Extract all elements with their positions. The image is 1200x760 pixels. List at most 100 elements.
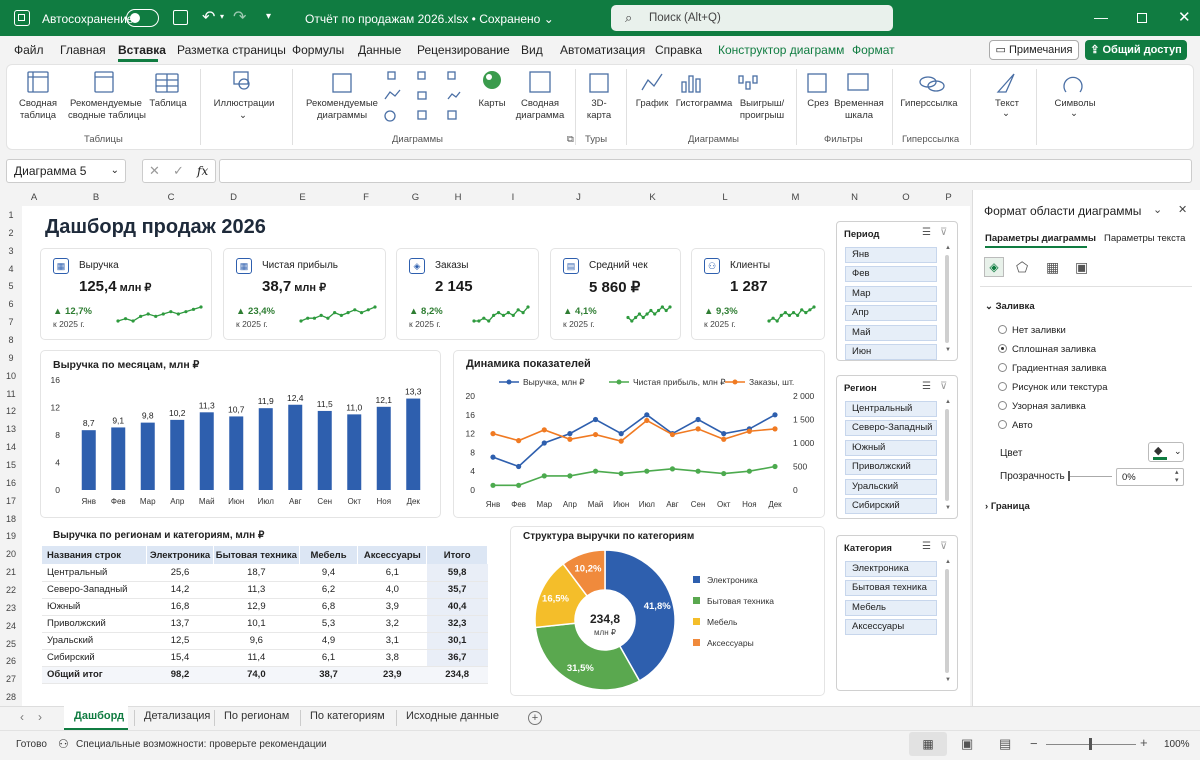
kpi-card[interactable]: [550, 248, 681, 340]
multi-select-icon[interactable]: ☰: [922, 541, 931, 552]
insert-function-icon[interactable]: fx: [197, 164, 209, 178]
row-header[interactable]: 19: [5, 531, 16, 542]
menu-insert[interactable]: Вставка: [118, 43, 166, 57]
dynamics-chart[interactable]: [453, 350, 825, 518]
scroll-up-icon[interactable]: ▲: [945, 399, 951, 405]
table-cell[interactable]: Приволжский: [42, 615, 147, 633]
column-header[interactable]: C: [167, 192, 175, 203]
table-cell[interactable]: Северо-Западный: [42, 581, 147, 599]
table-cell[interactable]: Сибирский: [42, 649, 147, 667]
menu-page-layout[interactable]: Разметка страницы: [177, 43, 286, 57]
zoom-thumb[interactable]: [1089, 738, 1092, 750]
fill-option-radio[interactable]: [998, 344, 1007, 353]
row-header[interactable]: 14: [5, 442, 16, 453]
table-cell[interactable]: 3,8: [357, 649, 427, 667]
file-title[interactable]: Отчёт по продажам 2026.xlsx • Сохранено …: [305, 12, 554, 26]
undo-dropdown-icon[interactable]: ▾: [220, 12, 225, 21]
column-header[interactable]: I: [511, 192, 515, 203]
illustrations-dropdown-icon[interactable]: ⌄: [239, 110, 247, 121]
scroll-down-icon[interactable]: ▼: [945, 505, 951, 511]
table-cell[interactable]: 9,6: [213, 632, 300, 650]
3d-map-button[interactable]: 3D- карта: [586, 98, 612, 121]
formula-input[interactable]: [219, 159, 1192, 183]
table-cell[interactable]: 234,8: [426, 665, 488, 684]
slicer-item[interactable]: Южный: [845, 439, 937, 456]
column-header[interactable]: E: [299, 192, 306, 203]
table-cell[interactable]: Общий итог: [42, 665, 147, 684]
row-header[interactable]: 21: [5, 567, 16, 578]
scroll-tabs-left-icon[interactable]: ‹: [20, 710, 24, 724]
row-header[interactable]: 4: [8, 263, 14, 274]
table-cell[interactable]: 14,2: [146, 581, 214, 599]
enter-icon[interactable]: ✓: [173, 163, 184, 178]
row-header[interactable]: 25: [5, 638, 16, 649]
illustrations-button[interactable]: Иллюстрации: [213, 98, 275, 109]
multi-select-icon[interactable]: ☰: [922, 381, 931, 392]
slicer-item[interactable]: Фев: [845, 266, 937, 283]
row-header[interactable]: 7: [8, 317, 14, 328]
column-header[interactable]: A: [30, 192, 38, 203]
sheet-tab[interactable]: Детализация: [144, 710, 211, 722]
pivot-chart-button[interactable]: Сводная диаграмма: [515, 98, 565, 121]
fill-option-radio[interactable]: [998, 401, 1007, 410]
page-layout-view-icon[interactable]: ▣: [961, 736, 974, 751]
accessibility-status[interactable]: Специальные возможности: проверьте реком…: [76, 739, 327, 750]
column-header[interactable]: F: [363, 192, 369, 203]
transparency-input[interactable]: 0% ▴ ▾: [1116, 468, 1184, 486]
fill-option-radio[interactable]: [998, 420, 1007, 429]
table-row[interactable]: Приволжский 13,7 10,1 5,3 3,2 32,3: [42, 615, 488, 633]
row-header[interactable]: 5: [8, 281, 14, 292]
table-cell[interactable]: 9,4: [299, 564, 358, 582]
slicer-item[interactable]: Северо-Западный: [845, 420, 937, 437]
slicer-item[interactable]: Сибирский: [845, 498, 937, 514]
column-header-cell[interactable]: Электроника: [146, 546, 214, 564]
table-cell[interactable]: 23,9: [357, 665, 427, 684]
table-cell[interactable]: 59,8: [426, 564, 488, 582]
search-box[interactable]: ⌕ Поиск (Alt+Q): [611, 5, 893, 31]
table-cell[interactable]: 36,7: [426, 649, 488, 667]
row-header[interactable]: 18: [5, 513, 16, 524]
symbols-button[interactable]: Символы: [1054, 98, 1096, 109]
slicer-scrollbar[interactable]: [945, 569, 949, 673]
effects-icon[interactable]: ⬠: [1016, 259, 1029, 275]
table-cell[interactable]: 6,2: [299, 581, 358, 599]
zoom-level[interactable]: 100%: [1164, 739, 1190, 750]
row-header[interactable]: 6: [8, 299, 14, 310]
row-header[interactable]: 23: [5, 602, 16, 613]
redo-icon[interactable]: ↷: [233, 9, 247, 26]
size-properties-icon[interactable]: ▦: [1046, 259, 1060, 275]
fill-line-icon[interactable]: ◈: [984, 257, 1004, 277]
restore-icon[interactable]: [1137, 13, 1147, 23]
column-header-cell[interactable]: Аксессуары: [357, 546, 428, 564]
pane-close-icon[interactable]: ✕: [1178, 204, 1188, 216]
table-cell[interactable]: Уральский: [42, 632, 147, 650]
menu-automate[interactable]: Автоматизация: [560, 43, 646, 57]
menu-view[interactable]: Вид: [521, 43, 543, 57]
slicer-item[interactable]: Янв: [845, 247, 937, 263]
table-button[interactable]: Таблица: [149, 98, 187, 109]
slider-thumb[interactable]: [1068, 471, 1070, 481]
text-dropdown-icon[interactable]: ⌄: [1002, 108, 1010, 119]
winloss-sparkline-button[interactable]: Выигрыш/ проигрыш: [739, 98, 785, 121]
share-button[interactable]: ⇪ Общий доступ: [1085, 40, 1187, 60]
name-box[interactable]: Диаграмма 5 ⌄: [6, 159, 126, 183]
column-header-cell[interactable]: Мебель: [299, 546, 359, 564]
minimize-icon[interactable]: —: [1094, 9, 1108, 25]
slicer-scrollbar[interactable]: [945, 409, 949, 501]
column-header[interactable]: D: [230, 192, 237, 203]
clear-filter-icon[interactable]: ⊽: [940, 227, 948, 238]
line-sparkline-button[interactable]: График: [635, 98, 669, 109]
column-header[interactable]: J: [576, 192, 581, 203]
menu-review[interactable]: Рецензирование: [417, 43, 510, 57]
charts-dialog-launcher-icon[interactable]: ⧉: [567, 134, 574, 145]
scroll-up-icon[interactable]: ▲: [945, 559, 951, 565]
tab-text-options[interactable]: Параметры текста: [1104, 233, 1186, 244]
undo-icon[interactable]: ↶: [202, 9, 216, 26]
customize-qat-icon[interactable]: ▾: [266, 11, 272, 22]
sheet-tab[interactable]: Исходные данные: [406, 710, 499, 722]
table-cell[interactable]: 4,9: [299, 632, 358, 650]
menu-format[interactable]: Формат: [852, 43, 895, 57]
transparency-slider[interactable]: [1068, 476, 1112, 477]
kpi-card[interactable]: [396, 248, 539, 340]
menu-help[interactable]: Справка: [655, 43, 703, 57]
